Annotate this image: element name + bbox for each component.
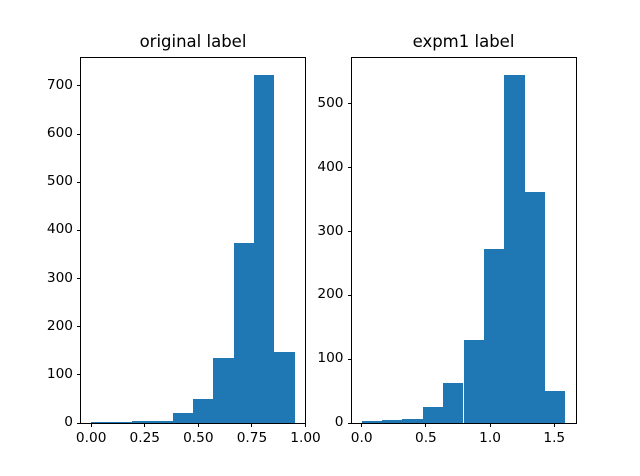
- histogram-bar: [111, 422, 132, 423]
- y-tick-label: 0: [334, 414, 344, 431]
- y-tick-label: 400: [317, 158, 344, 175]
- histogram-bar: [213, 358, 234, 423]
- x-tick-mark: [425, 423, 427, 427]
- histogram-bar: [274, 352, 295, 423]
- histogram-bar: [544, 391, 566, 423]
- x-tick-label: 1.0: [479, 429, 501, 446]
- histogram-bar: [193, 398, 214, 423]
- histogram-bar: [382, 419, 403, 423]
- y-tick-mark: [77, 326, 81, 328]
- y-tick-mark: [77, 181, 81, 183]
- y-tick-mark: [347, 231, 352, 233]
- histogram-bar: [254, 75, 275, 423]
- y-tick-mark: [77, 133, 81, 135]
- y-tick-label: 700: [46, 77, 73, 94]
- y-tick-mark: [77, 422, 81, 424]
- x-tick-mark: [90, 423, 92, 427]
- x-tick-mark: [197, 423, 199, 427]
- y-tick-mark: [77, 374, 81, 376]
- x-tick-mark: [144, 423, 146, 427]
- y-tick-label: 500: [46, 173, 73, 190]
- x-tick-label: 0.5: [414, 429, 437, 446]
- x-tick-label: 1.00: [290, 429, 321, 446]
- histogram-bar: [152, 421, 173, 423]
- x-tick-label: 0.00: [75, 429, 107, 446]
- y-tick-label: 100: [317, 350, 344, 367]
- y-tick-mark: [77, 229, 81, 231]
- histogram-bar: [131, 421, 153, 423]
- subplot-title-original: original label: [139, 32, 247, 52]
- x-tick-label: 0.50: [183, 429, 214, 446]
- x-tick-label: 1.5: [543, 429, 566, 446]
- y-tick-label: 200: [317, 286, 344, 303]
- y-tick-mark: [347, 422, 352, 424]
- x-tick-label: 0.75: [236, 429, 268, 446]
- y-tick-mark: [347, 358, 352, 360]
- x-tick-mark: [305, 423, 307, 427]
- histogram-bar: [361, 421, 383, 423]
- histogram-bar: [422, 407, 444, 423]
- axes-original-label: original label 0.00 0.25 0.50 0.75 1.00 0 100 2…: [47, 32, 321, 444]
- axes-expm1-label: expm1 label 0.0 0.5 1.0 1.5 0 100 200 300 400 500: [317, 32, 577, 444]
- y-tick-label: 300: [317, 222, 344, 239]
- y-tick-label: 600: [46, 125, 73, 142]
- x-tick-mark: [251, 423, 253, 427]
- x-tick-label: 0.0: [350, 429, 373, 446]
- y-tick-label: 300: [46, 269, 73, 286]
- y-tick-label: 0: [64, 414, 73, 431]
- histogram-bar: [402, 419, 423, 423]
- x-tick-mark: [361, 423, 363, 427]
- y-tick-label: 500: [317, 95, 344, 112]
- subplot-title-expm1: expm1 label: [412, 32, 515, 52]
- y-tick-label: 400: [46, 221, 73, 238]
- y-tick-mark: [77, 85, 81, 87]
- histogram-bar: [172, 413, 193, 423]
- y-tick-label: 100: [46, 365, 73, 382]
- x-tick-mark: [553, 423, 555, 427]
- y-tick-mark: [347, 103, 352, 105]
- x-tick-label: 0.25: [129, 429, 161, 446]
- histogram-bar: [91, 422, 112, 423]
- histogram-bar: [443, 383, 464, 423]
- histogram-bar: [483, 249, 505, 423]
- y-tick-mark: [77, 278, 81, 280]
- x-tick-mark: [489, 423, 491, 427]
- histogram-bar: [233, 242, 255, 423]
- histogram-bar: [463, 340, 484, 423]
- histogram-bar: [524, 192, 545, 423]
- y-tick-mark: [347, 294, 352, 296]
- y-tick-mark: [347, 167, 352, 169]
- y-tick-label: 200: [46, 317, 73, 334]
- histogram-bar: [504, 75, 525, 423]
